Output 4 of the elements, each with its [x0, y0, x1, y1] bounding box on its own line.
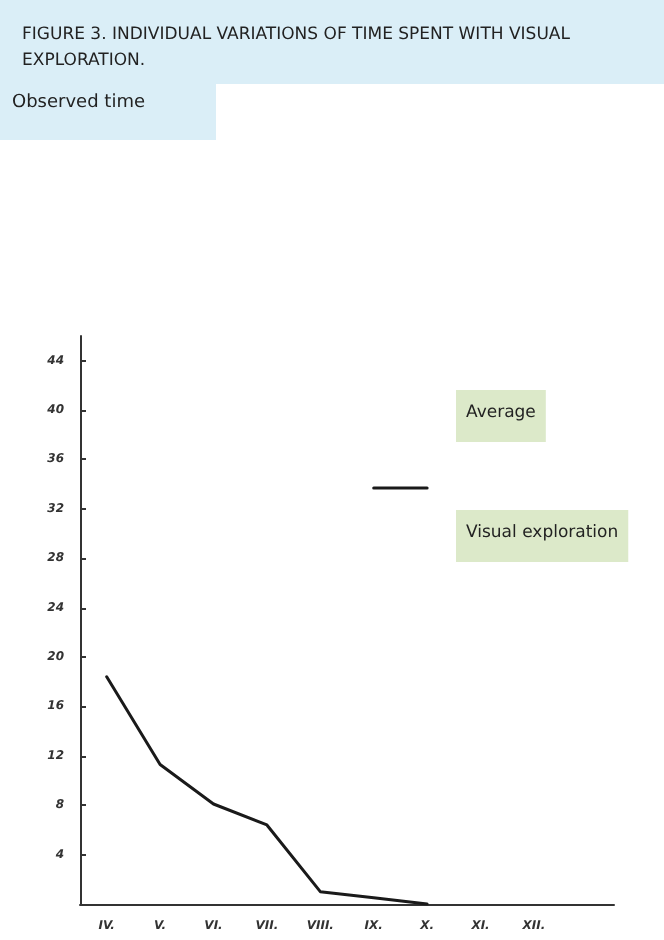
chart-title: FIGURE 3. INDIVIDUAL VARIATIONS OF TIME SPENT WITH VISUAL EXPLORATION.	[22, 25, 576, 71]
annotation: Visual exploration	[466, 523, 619, 543]
text: Observed time	[12, 93, 146, 113]
annotation: Average	[466, 403, 536, 423]
